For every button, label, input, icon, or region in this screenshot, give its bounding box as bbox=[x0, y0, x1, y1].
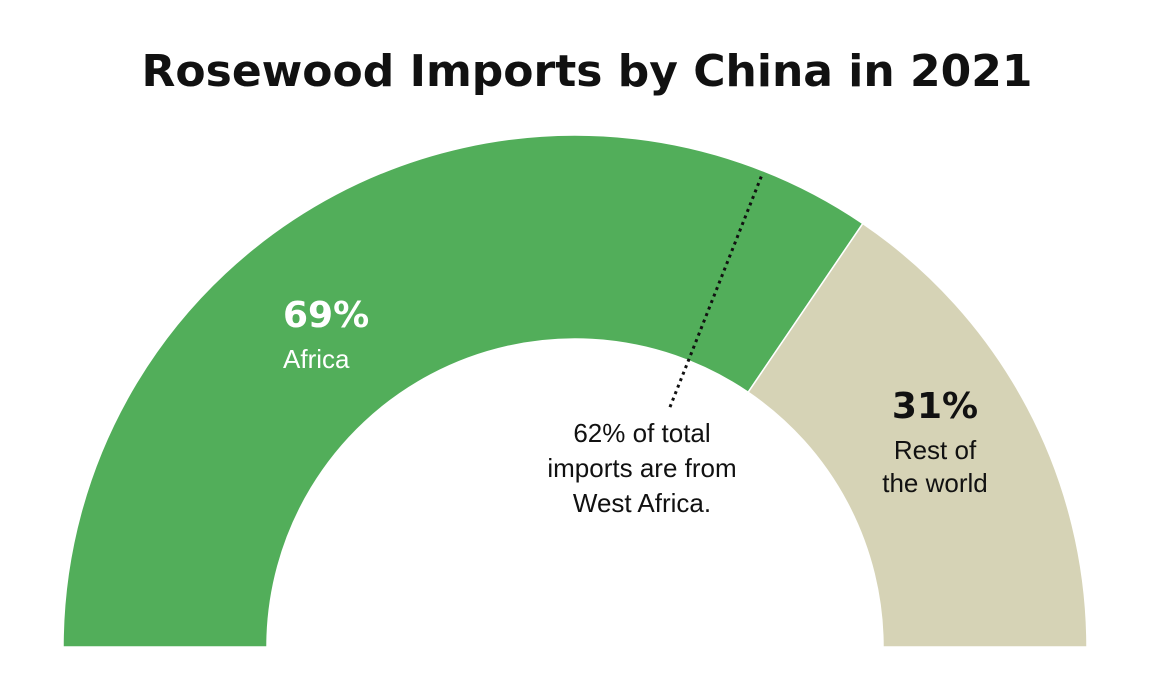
slice-category-label: the world bbox=[882, 468, 988, 498]
slice-value-label: 31% bbox=[892, 386, 978, 427]
marker-layer: 62% of total imports are from West Africa. bbox=[547, 175, 763, 518]
slice-category-label: Africa bbox=[283, 344, 350, 374]
marker-note-line: West Africa. bbox=[573, 488, 711, 518]
slice-category-label: Rest of bbox=[894, 435, 977, 465]
slices-layer bbox=[62, 134, 1088, 648]
marker-note: 62% of total imports are from West Africa. bbox=[547, 418, 736, 518]
chart-title: Rosewood Imports by China in 2021 bbox=[142, 46, 1033, 97]
slice-africa bbox=[62, 134, 864, 648]
marker-note-line: imports are from bbox=[547, 453, 736, 483]
slice-label-africa: 69% Africa bbox=[283, 295, 369, 374]
slice-value-label: 69% bbox=[283, 295, 369, 336]
slice-rest-of-the-world bbox=[747, 222, 1088, 648]
marker-note-line: 62% of total bbox=[573, 418, 710, 448]
